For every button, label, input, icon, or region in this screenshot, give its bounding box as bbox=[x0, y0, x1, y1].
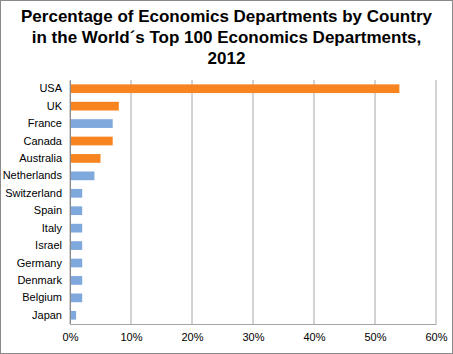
bar bbox=[70, 241, 82, 250]
y-tick: Belgium bbox=[22, 291, 70, 303]
bar bbox=[70, 294, 82, 303]
y-tick-label: Netherlands bbox=[3, 169, 63, 181]
grid bbox=[70, 80, 436, 324]
x-tick: 20% bbox=[181, 324, 203, 343]
y-tick-label: Israel bbox=[35, 239, 62, 251]
y-tick-label: Germany bbox=[17, 257, 63, 269]
y-tick: Australia bbox=[19, 152, 70, 164]
grid-line bbox=[192, 80, 193, 324]
y-tick-label: Spain bbox=[34, 204, 62, 216]
bar bbox=[70, 102, 119, 111]
y-tick-label: Japan bbox=[32, 309, 62, 321]
bar bbox=[70, 154, 101, 163]
y-tick: USA bbox=[39, 82, 70, 94]
x-tick-label: 0% bbox=[63, 331, 79, 343]
bar bbox=[70, 224, 82, 233]
y-tick: France bbox=[28, 117, 70, 129]
y-axis-line bbox=[70, 81, 71, 325]
x-tick-label: 40% bbox=[303, 331, 325, 343]
y-axis: USA UK France Canada Australia Netherlands Swi… bbox=[3, 81, 71, 325]
y-tick: Canada bbox=[23, 135, 70, 147]
x-tick-label: 30% bbox=[242, 331, 264, 343]
bar bbox=[70, 137, 113, 146]
y-tick-label: Canada bbox=[23, 135, 62, 147]
x-tick: 60% bbox=[425, 324, 447, 343]
grid-line bbox=[314, 80, 315, 324]
x-tick-label: 60% bbox=[425, 331, 447, 343]
bar bbox=[70, 189, 82, 198]
y-tick: Switzerland bbox=[5, 187, 70, 199]
bar bbox=[70, 206, 82, 215]
y-tick: Denmark bbox=[17, 274, 70, 286]
y-tick-label: Switzerland bbox=[5, 187, 62, 199]
y-tick: UK bbox=[47, 100, 70, 112]
x-tick: 0% bbox=[63, 324, 79, 343]
y-tick: Germany bbox=[17, 257, 70, 269]
x-axis: 0% 10% 20% 30% 40% 50% 60% bbox=[63, 324, 448, 343]
bar bbox=[70, 276, 82, 285]
bar bbox=[70, 84, 399, 93]
x-axis-line bbox=[71, 324, 437, 325]
y-tick-label: Denmark bbox=[17, 274, 62, 286]
bar bbox=[70, 259, 82, 268]
bar bbox=[70, 172, 94, 181]
grid-line bbox=[253, 80, 254, 324]
y-tick-label: USA bbox=[39, 82, 62, 94]
grid-line bbox=[131, 80, 132, 324]
x-tick: 10% bbox=[120, 324, 142, 343]
bar bbox=[70, 119, 113, 128]
y-tick-label: France bbox=[28, 117, 62, 129]
y-tick: Italy bbox=[42, 222, 70, 234]
x-tick: 30% bbox=[242, 324, 264, 343]
plot: 0% 10% 20% 30% 40% 50% 60% USA UK France Canada Aus… bbox=[3, 80, 448, 343]
y-tick: Israel bbox=[35, 239, 70, 251]
grid-line bbox=[436, 80, 437, 324]
x-tick-label: 50% bbox=[364, 331, 386, 343]
chart-border bbox=[1, 1, 453, 354]
x-tick-label: 10% bbox=[120, 331, 142, 343]
y-tick: Netherlands bbox=[3, 169, 70, 181]
chart: Percentage of Economics Departments by C… bbox=[0, 0, 453, 354]
x-tick: 40% bbox=[303, 324, 325, 343]
grid-line bbox=[375, 80, 376, 324]
y-tick-label: Italy bbox=[42, 222, 63, 234]
y-tick: Japan bbox=[32, 309, 70, 321]
y-tick: Spain bbox=[34, 204, 70, 216]
grid-line bbox=[70, 80, 71, 324]
x-tick: 50% bbox=[364, 324, 386, 343]
x-tick-label: 20% bbox=[181, 331, 203, 343]
y-tick-label: Belgium bbox=[22, 291, 62, 303]
title: Percentage of Economics Departments by C… bbox=[21, 7, 432, 68]
bars bbox=[70, 84, 399, 319]
y-tick-label: Australia bbox=[19, 152, 63, 164]
y-tick-label: UK bbox=[47, 100, 63, 112]
